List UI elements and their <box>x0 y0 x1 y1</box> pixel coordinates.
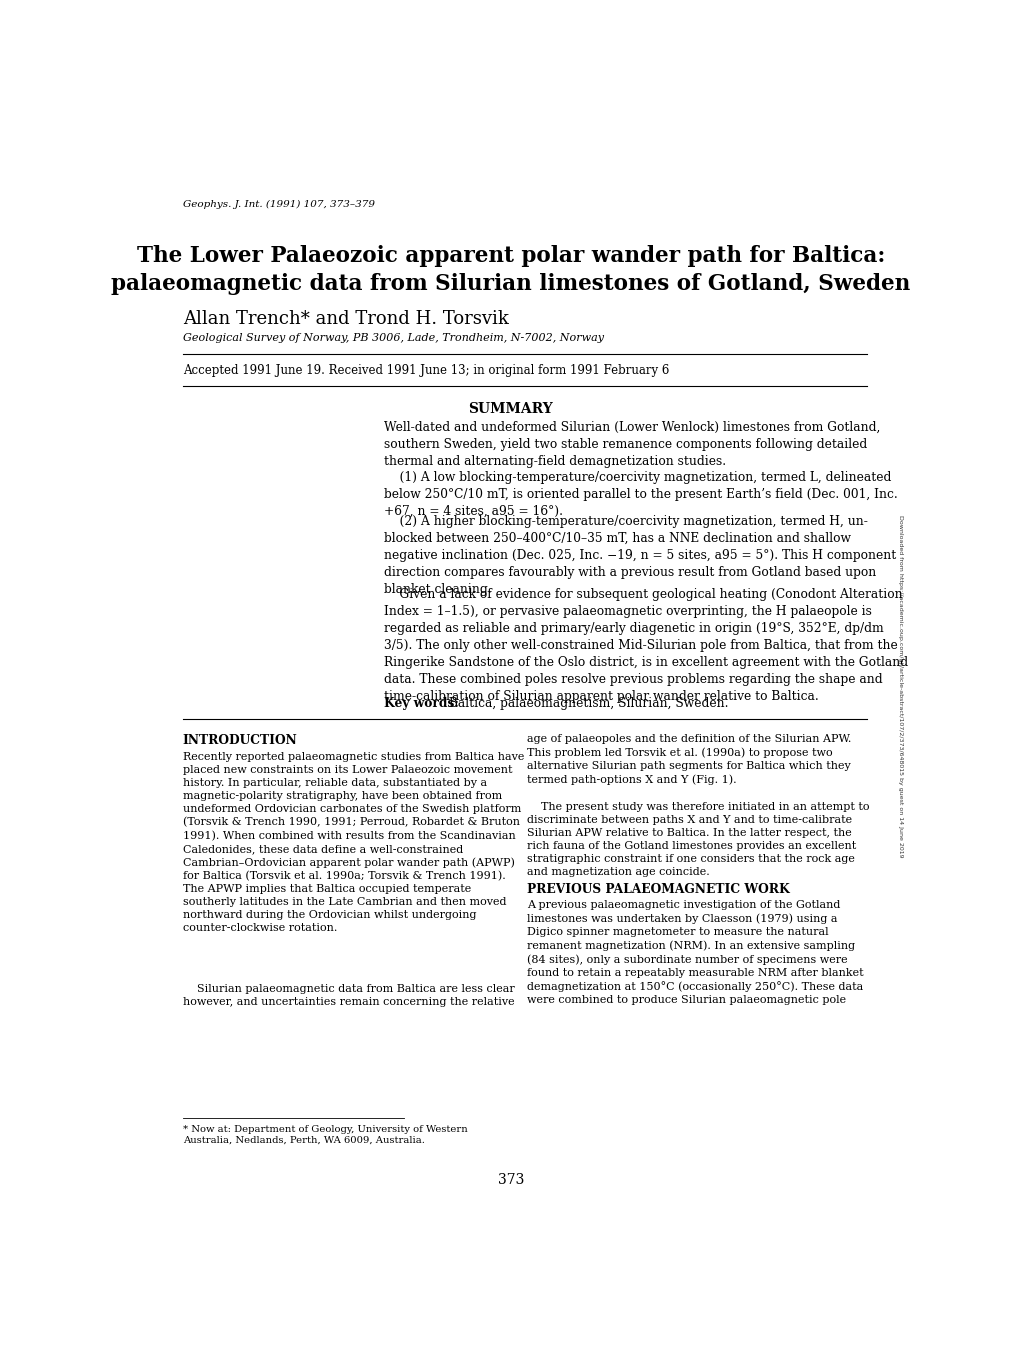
Text: INTRODUCTION: INTRODUCTION <box>182 734 298 747</box>
Text: The present study was therefore initiated in an attempt to
discriminate between : The present study was therefore initiate… <box>526 802 868 877</box>
Text: age of palaeopoles and the definition of the Silurian APW.
This problem led Tors: age of palaeopoles and the definition of… <box>526 734 850 785</box>
Text: Recently reported palaeomagnetic studies from Baltica have
placed new constraint: Recently reported palaeomagnetic studies… <box>182 752 524 933</box>
Text: 373: 373 <box>497 1174 524 1187</box>
Text: Given a lack of evidence for subsequent geological heating (Conodont Alteration
: Given a lack of evidence for subsequent … <box>384 589 908 703</box>
Text: Key words:: Key words: <box>384 698 459 710</box>
Text: The Lower Palaeozoic apparent polar wander path for Baltica:: The Lower Palaeozoic apparent polar wand… <box>137 245 884 267</box>
Text: Allan Trench* and Trond H. Torsvik: Allan Trench* and Trond H. Torsvik <box>182 310 508 328</box>
Text: Silurian palaeomagnetic data from Baltica are less clear
however, and uncertaint: Silurian palaeomagnetic data from Baltic… <box>182 985 514 1008</box>
Text: SUMMARY: SUMMARY <box>468 403 552 416</box>
Text: Baltica, palaeomagnetism, Silurian, Sweden.: Baltica, palaeomagnetism, Silurian, Swed… <box>445 698 728 710</box>
Text: Geophys. J. Int. (1991) 107, 373–379: Geophys. J. Int. (1991) 107, 373–379 <box>182 200 374 209</box>
Text: Accepted 1991 June 19. Received 1991 June 13; in original form 1991 February 6: Accepted 1991 June 19. Received 1991 Jun… <box>182 364 668 377</box>
Text: A previous palaeomagnetic investigation of the Gotland
limestones was undertaken: A previous palaeomagnetic investigation … <box>526 900 862 1005</box>
Text: (2) A higher blocking-temperature/coercivity magnetization, termed H, un-
blocke: (2) A higher blocking-temperature/coerci… <box>384 515 896 596</box>
Text: Well-dated and undeformed Silurian (Lower Wenlock) limestones from Gotland,
sout: Well-dated and undeformed Silurian (Lowe… <box>384 420 880 468</box>
Text: palaeomagnetic data from Silurian limestones of Gotland, Sweden: palaeomagnetic data from Silurian limest… <box>111 273 910 295</box>
Text: Downloaded from https://academic.oup.com/gji/article-abstract/107/2/373/648015 b: Downloaded from https://academic.oup.com… <box>897 515 902 858</box>
Text: * Now at: Department of Geology, University of Western
Australia, Nedlands, Pert: * Now at: Department of Geology, Univers… <box>182 1125 467 1145</box>
Text: (1) A low blocking-temperature/coercivity magnetization, termed L, delineated
be: (1) A low blocking-temperature/coercivit… <box>384 471 898 518</box>
Text: PREVIOUS PALAEOMAGNETIC WORK: PREVIOUS PALAEOMAGNETIC WORK <box>526 883 789 896</box>
Text: Geological Survey of Norway, PB 3006, Lade, Trondheim, N-7002, Norway: Geological Survey of Norway, PB 3006, La… <box>182 333 603 343</box>
